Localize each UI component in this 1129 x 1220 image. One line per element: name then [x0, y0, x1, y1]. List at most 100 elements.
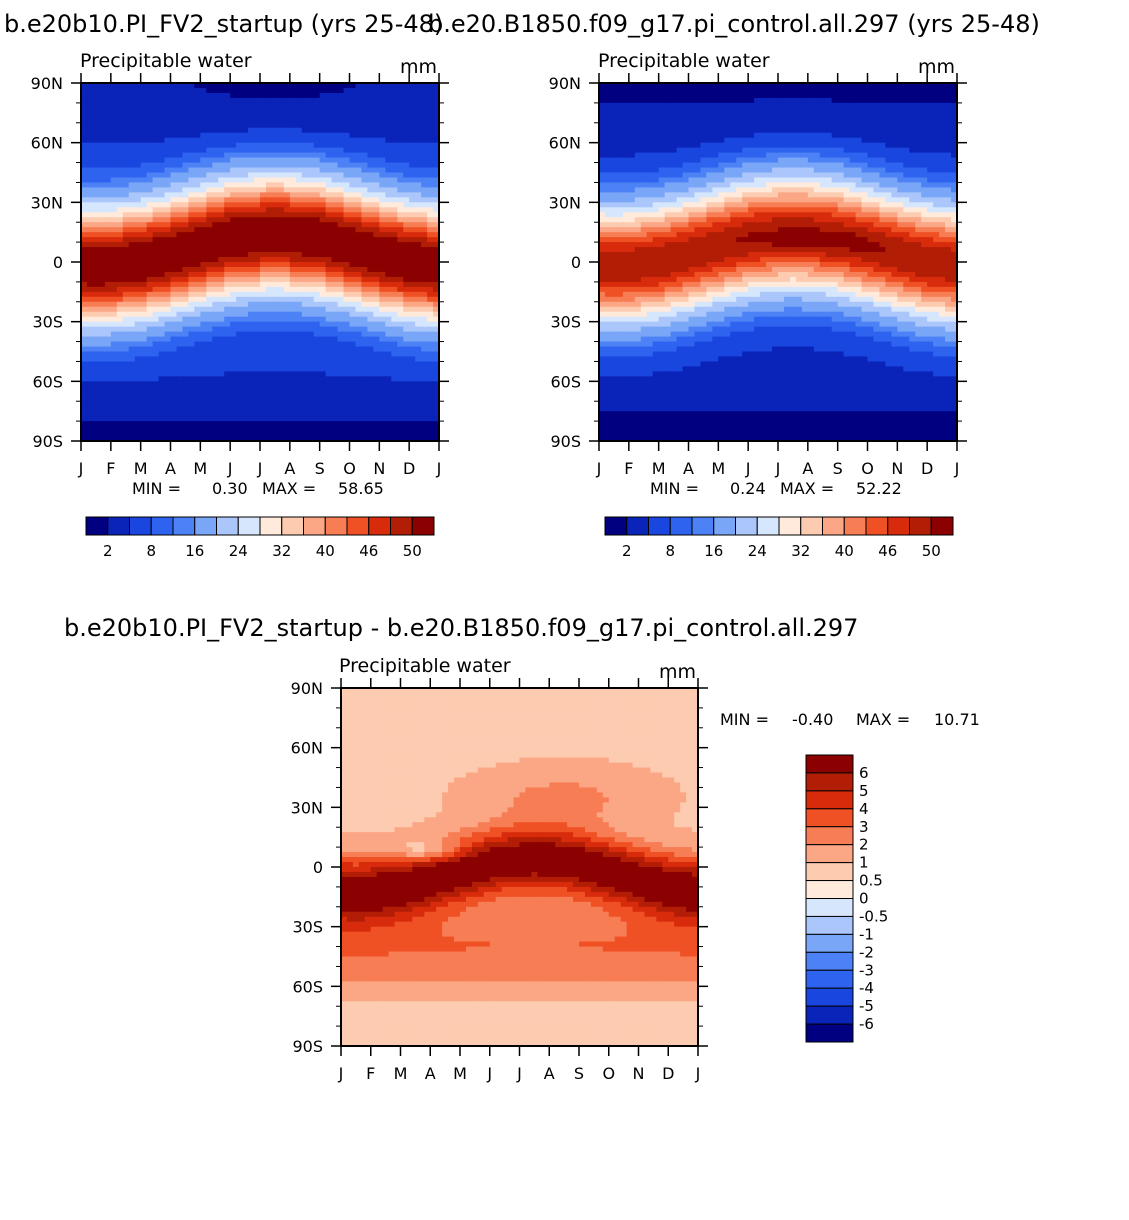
contour-cell	[182, 416, 189, 422]
contour-cell	[403, 266, 410, 273]
contour-cell	[146, 416, 154, 422]
contour-cell	[313, 192, 321, 198]
contour-cell	[164, 172, 172, 179]
contour-cell	[218, 157, 225, 164]
contour-cell	[116, 227, 124, 233]
contour-cell	[92, 252, 100, 258]
contour-cell	[718, 83, 725, 89]
contour-cell	[260, 227, 267, 233]
contour-cell	[194, 107, 201, 114]
contour-cell	[188, 326, 195, 333]
contour-cell	[403, 117, 410, 124]
contour-cell	[98, 227, 106, 233]
contour-cell	[283, 361, 291, 368]
contour-cell	[128, 306, 136, 313]
contour-cell	[409, 227, 416, 233]
contour-cell	[224, 247, 231, 253]
contour-cell	[385, 376, 392, 382]
contour-cell	[116, 296, 124, 303]
contour-cell	[610, 102, 618, 109]
contour-cell	[158, 172, 166, 179]
contour-cell	[670, 97, 678, 104]
contour-cell	[158, 132, 166, 139]
contour-cell	[319, 436, 327, 442]
contour-cell	[224, 366, 231, 372]
contour-cell	[265, 207, 273, 213]
contour-cell	[319, 371, 327, 377]
contour-cell	[200, 421, 207, 427]
contour-cell	[361, 117, 368, 124]
contour-cell	[319, 112, 327, 119]
contour-cell	[188, 271, 195, 278]
contour-cell	[194, 306, 201, 313]
contour-cell	[152, 162, 160, 169]
contour-cell	[343, 132, 351, 139]
contour-cell	[176, 87, 184, 94]
contour-cell	[158, 306, 166, 313]
contour-cell	[230, 197, 237, 203]
contour-cell	[301, 127, 309, 134]
contour-cell	[283, 326, 291, 333]
contour-cell	[694, 112, 702, 119]
contour-cell	[772, 122, 779, 129]
contour-cell	[355, 247, 363, 253]
contour-cell	[409, 356, 416, 363]
contour-cell	[385, 107, 392, 114]
contour-cell	[361, 107, 368, 114]
contour-cell	[224, 257, 231, 263]
contour-cell	[307, 237, 315, 243]
contour-cell	[170, 112, 178, 119]
contour-cell	[331, 281, 339, 288]
contour-cell	[427, 336, 434, 343]
contour-cell	[325, 122, 333, 129]
contour-cell	[337, 112, 345, 119]
contour-cell	[307, 291, 315, 298]
contour-cell	[337, 301, 345, 308]
contour-cell	[658, 102, 666, 109]
contour-cell	[409, 152, 416, 159]
contour-cell	[164, 202, 172, 208]
contour-cell	[200, 117, 207, 124]
contour-cell	[325, 222, 333, 228]
contour-cell	[140, 381, 148, 387]
contour-cell	[242, 217, 249, 223]
contour-cell	[277, 346, 285, 353]
contour-cell	[248, 426, 255, 432]
contour-cell	[200, 137, 207, 144]
contour-cell	[891, 122, 898, 129]
contour-cell	[391, 316, 398, 323]
contour-cell	[634, 112, 642, 119]
contour-cell	[397, 257, 404, 263]
contour-cell	[242, 406, 249, 412]
contour-cell	[271, 242, 279, 248]
contour-cell	[283, 401, 291, 407]
contour-cell	[433, 147, 440, 154]
contour-cell	[283, 197, 291, 203]
contour-cell	[903, 87, 910, 94]
contour-cell	[331, 401, 339, 407]
contour-cell	[313, 92, 321, 99]
contour-cell	[373, 197, 380, 203]
contour-cell	[81, 321, 88, 328]
contour-cell	[86, 406, 94, 412]
contour-cell	[373, 87, 380, 94]
contour-cell	[403, 187, 410, 193]
contour-cell	[337, 83, 345, 89]
contour-cell	[260, 232, 267, 238]
contour-cell	[397, 341, 404, 348]
contour-cell	[921, 117, 928, 124]
contour-cell	[254, 266, 261, 273]
contour-cell	[110, 83, 118, 89]
contour-cell	[224, 326, 231, 333]
contour-cell	[194, 242, 201, 248]
contour-cell	[295, 212, 303, 218]
contour-cell	[271, 371, 279, 377]
contour-cell	[122, 276, 130, 283]
contour-cell	[265, 416, 273, 422]
contour-cell	[295, 127, 303, 134]
contour-cell	[81, 217, 88, 223]
contour-cell	[861, 107, 869, 114]
contour-cell	[86, 97, 94, 104]
contour-cell	[236, 107, 243, 114]
contour-cell	[110, 242, 118, 248]
